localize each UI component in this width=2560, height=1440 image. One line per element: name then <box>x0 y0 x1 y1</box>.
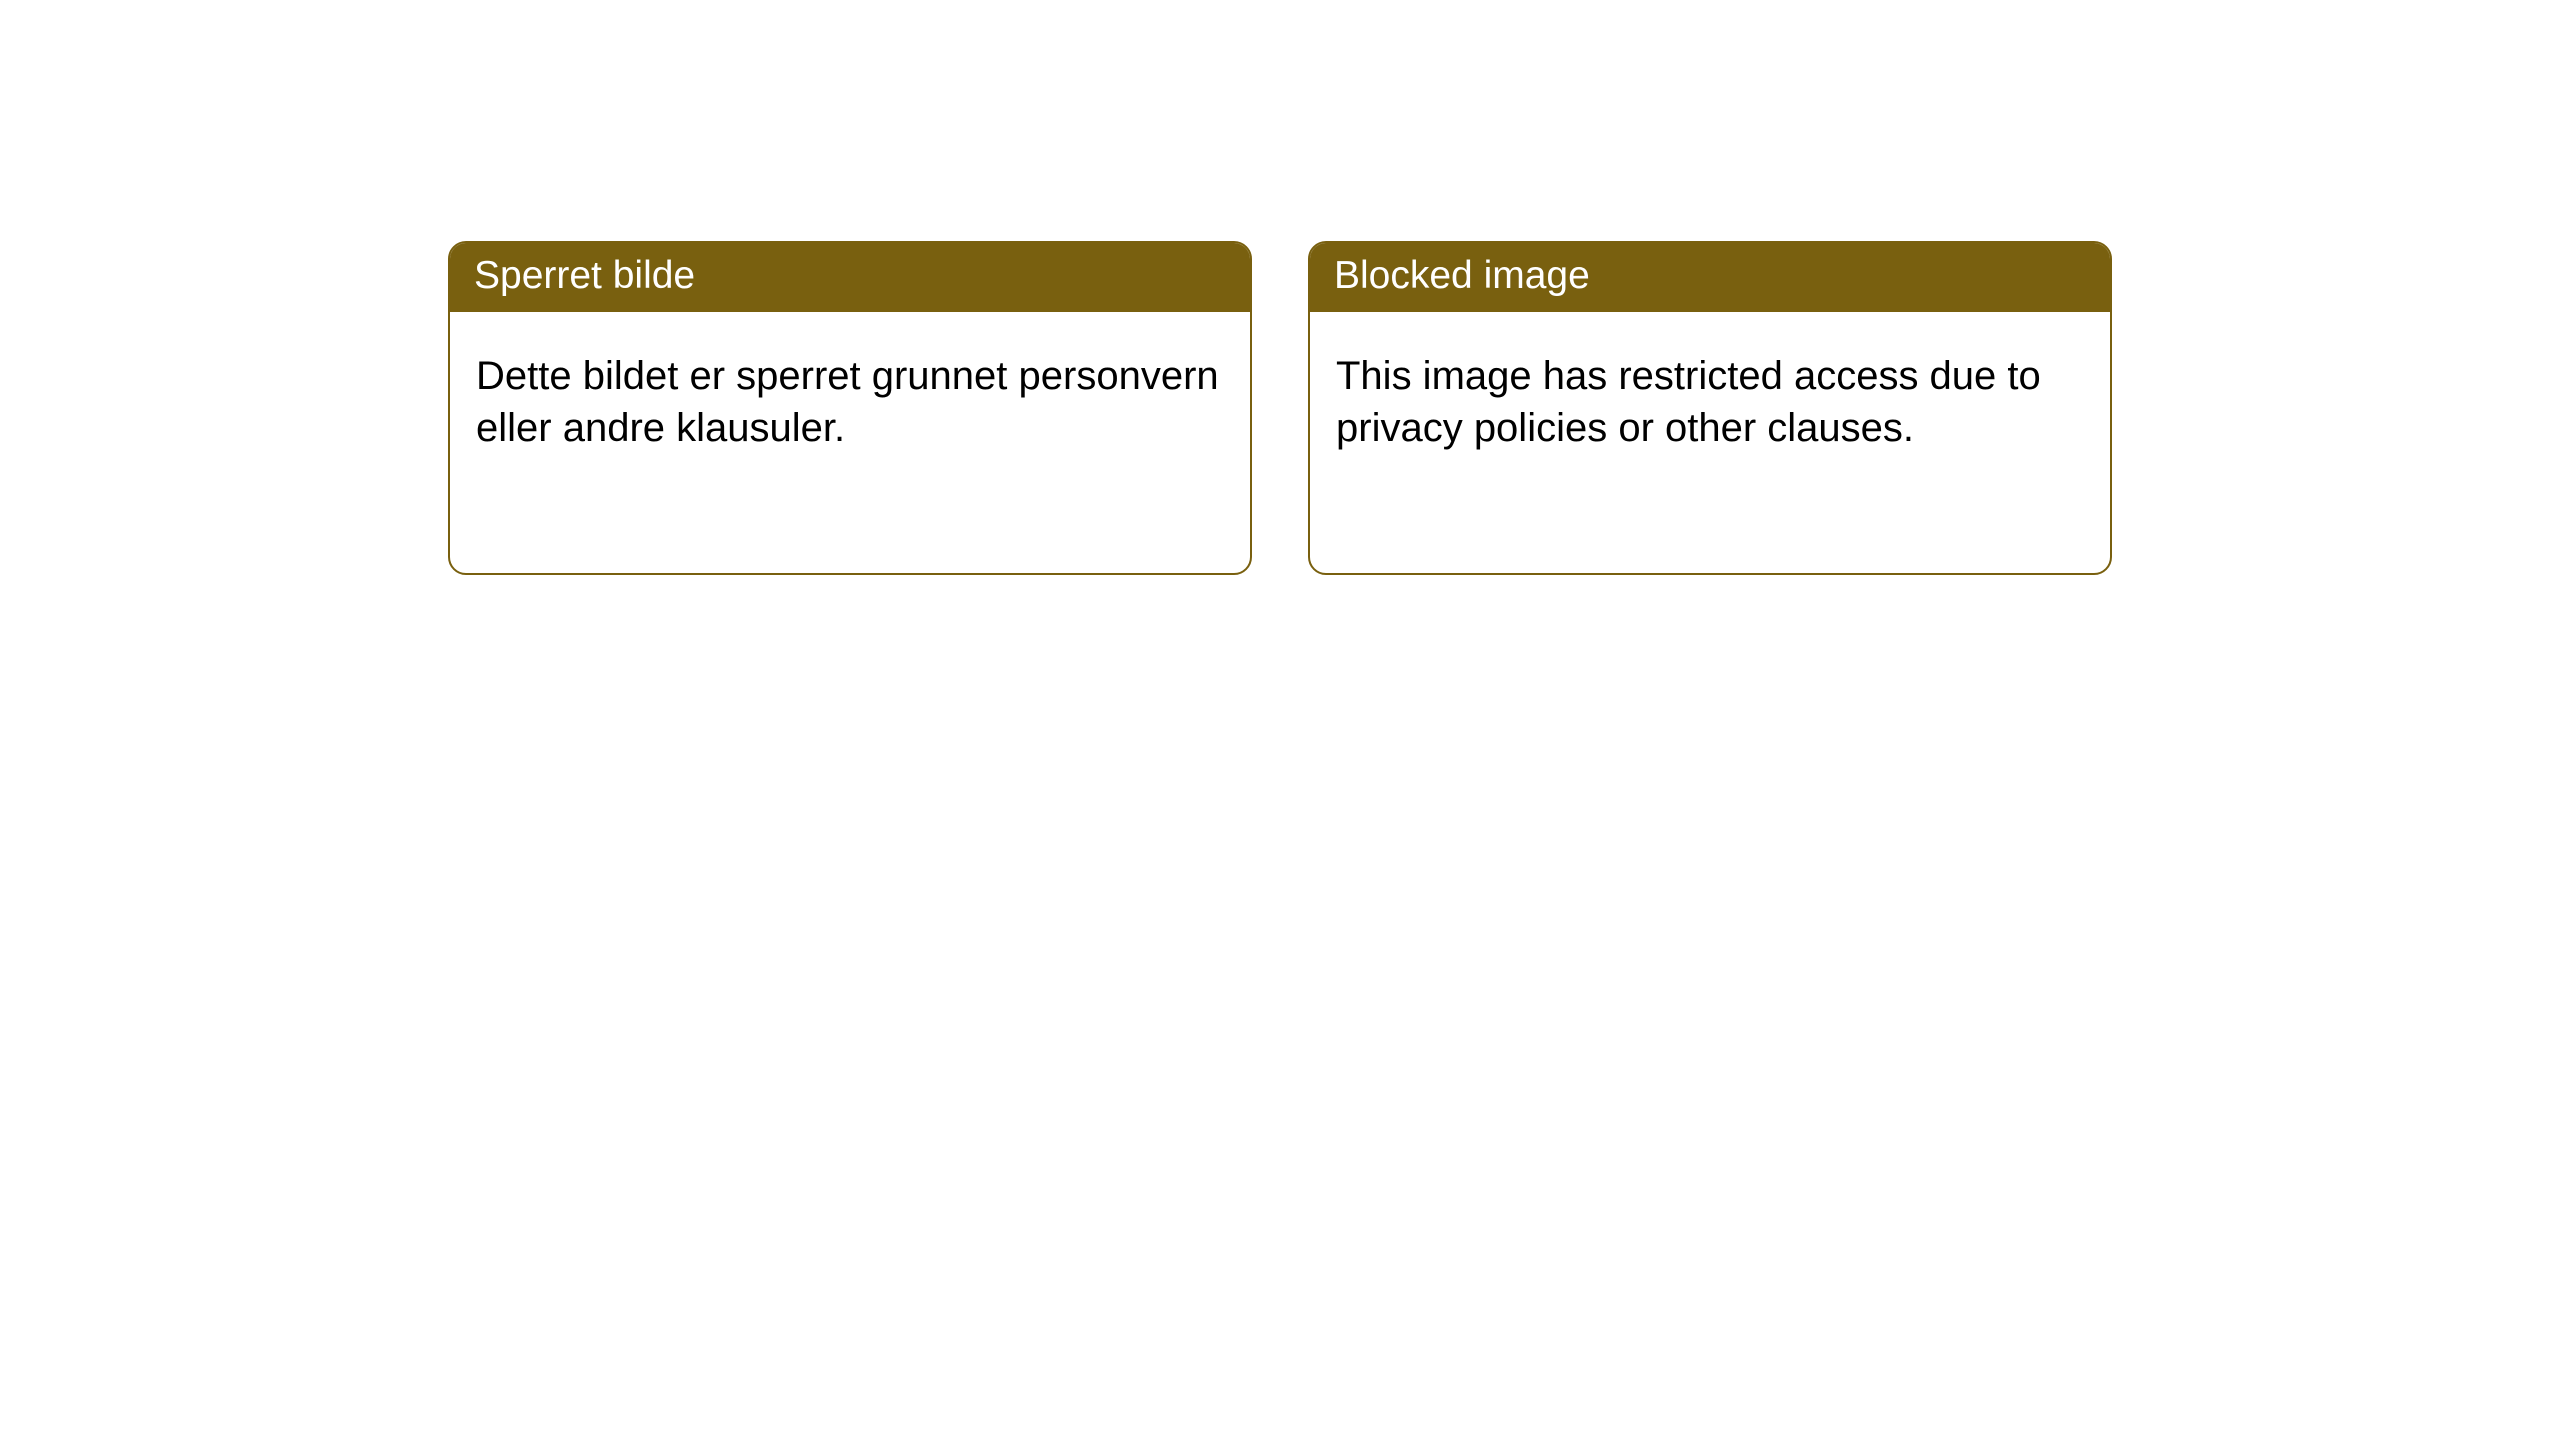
notice-body-text: Dette bildet er sperret grunnet personve… <box>476 354 1219 450</box>
notice-title: Sperret bilde <box>474 254 695 297</box>
notice-title: Blocked image <box>1334 254 1590 297</box>
notice-body: Dette bildet er sperret grunnet personve… <box>450 312 1250 480</box>
notice-card-norwegian: Sperret bilde Dette bildet er sperret gr… <box>448 241 1252 575</box>
notice-header: Blocked image <box>1310 243 2110 312</box>
notice-card-english: Blocked image This image has restricted … <box>1308 241 2112 575</box>
notice-header: Sperret bilde <box>450 243 1250 312</box>
notice-body: This image has restricted access due to … <box>1310 312 2110 480</box>
notice-body-text: This image has restricted access due to … <box>1336 354 2041 450</box>
notices-container: Sperret bilde Dette bildet er sperret gr… <box>0 0 2560 575</box>
